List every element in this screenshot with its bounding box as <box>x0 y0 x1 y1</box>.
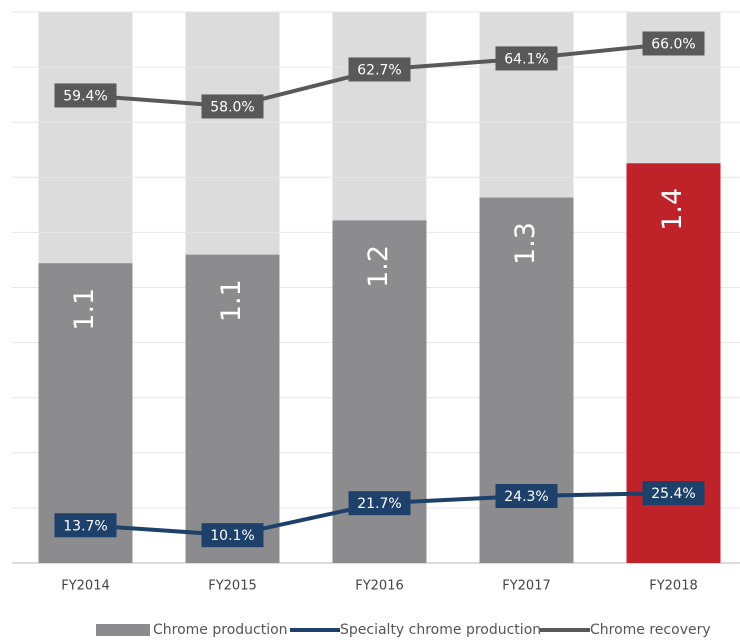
data-label: 64.1% <box>495 46 558 71</box>
data-label-text: 13.7% <box>63 518 107 534</box>
data-label-box <box>54 83 117 108</box>
data-label: 62.7% <box>348 57 411 82</box>
data-label-box <box>348 57 411 82</box>
data-label-text: 59.4% <box>63 88 107 104</box>
bar-value-label: 1.2 <box>363 245 394 288</box>
data-label-box <box>495 46 558 71</box>
data-label-text: 64.1% <box>504 51 548 67</box>
bar <box>38 263 133 563</box>
data-label: 66.0% <box>642 31 705 56</box>
data-label: 13.7% <box>54 513 117 538</box>
x-tick-label: FY2018 <box>649 579 698 594</box>
x-tick-label: FY2014 <box>61 579 110 594</box>
bar-value-label: 1.4 <box>657 188 688 231</box>
data-label-box <box>642 31 705 56</box>
data-label: 59.4% <box>54 83 117 108</box>
data-label-box <box>201 94 264 119</box>
data-label-box <box>54 513 117 538</box>
data-label-text: 24.3% <box>504 489 548 505</box>
legend-label: Chrome recovery <box>590 622 711 638</box>
x-tick-label: FY2015 <box>208 579 257 594</box>
bar <box>185 254 280 563</box>
bar-value-label: 1.1 <box>69 288 100 331</box>
legend-label: Specialty chrome production <box>340 622 541 638</box>
data-label-text: 66.0% <box>651 36 695 52</box>
data-label-box <box>495 484 558 509</box>
bar-value-label: 1.3 <box>510 222 541 265</box>
legend-label: Chrome production <box>153 622 288 638</box>
x-tick-label: FY2016 <box>355 579 404 594</box>
data-label-text: 58.0% <box>210 99 254 115</box>
data-label-text: 21.7% <box>357 496 401 512</box>
data-label-box <box>642 481 705 506</box>
data-label: 10.1% <box>201 523 264 548</box>
x-tick-label: FY2017 <box>502 579 551 594</box>
bar-value-label: 1.1 <box>216 279 247 322</box>
data-label: 24.3% <box>495 484 558 509</box>
data-label-box <box>348 491 411 516</box>
data-label: 21.7% <box>348 491 411 516</box>
data-label-box <box>201 523 264 548</box>
legend-swatch <box>96 624 150 636</box>
data-label-text: 25.4% <box>651 486 695 502</box>
data-label: 25.4% <box>642 481 705 506</box>
data-label-text: 62.7% <box>357 62 401 78</box>
data-label-text: 10.1% <box>210 528 254 544</box>
data-label: 58.0% <box>201 94 264 119</box>
